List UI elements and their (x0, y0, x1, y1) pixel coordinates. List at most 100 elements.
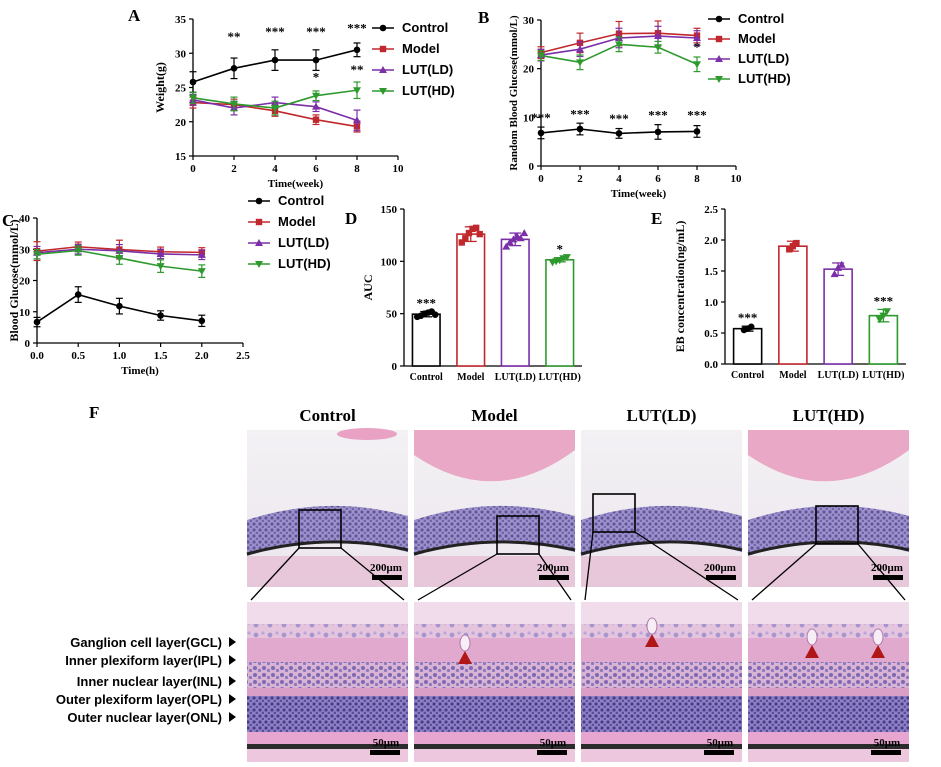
legend-label: LUT(HD) (402, 83, 455, 98)
significance-mark: ** (351, 62, 364, 77)
retina-layer-labels: Ganglion cell layer(GCL) Inner plexiform … (56, 635, 236, 725)
significance-mark: *** (265, 24, 285, 39)
x-tick-label: 2.0 (195, 350, 209, 362)
y-axis-label: Blood Glucose(mmol/L) (7, 219, 21, 341)
scale-bar (704, 750, 734, 755)
column-title: Model (471, 406, 518, 425)
significance-mark: * (694, 40, 701, 55)
data-point (654, 32, 662, 40)
bar (868, 314, 899, 365)
x-tick-label: 1.5 (154, 350, 168, 362)
y-axis-label: Weight(g) (153, 62, 167, 113)
scale-label: 50μm (540, 737, 566, 749)
scale-label: 50μm (707, 737, 733, 749)
y-tick-label: 20 (523, 64, 535, 76)
significance-mark: *** (609, 111, 629, 126)
y-axis-label: AUC (361, 275, 375, 301)
x-tick-label: LUT(LD) (495, 372, 536, 383)
x-tick-label: Model (457, 372, 484, 383)
y-tick-label: 0.0 (704, 359, 718, 371)
bar (456, 233, 486, 367)
y-tick-label: 150 (381, 204, 398, 216)
legend-label: LUT(LD) (278, 235, 329, 250)
y-tick-label: 20 (175, 117, 187, 129)
layer-label: Outer plexiform layer(OPL) (56, 692, 222, 707)
legend-label: LUT(LD) (738, 51, 789, 66)
x-axis-label: Time(week) (268, 178, 324, 190)
pigment-layer (747, 540, 910, 556)
vacuole (646, 617, 658, 635)
bar (500, 238, 530, 367)
data-point (33, 318, 41, 326)
zoom-connector (250, 547, 300, 601)
significance-mark: * (313, 69, 320, 84)
pigment-layer (580, 540, 743, 556)
y-tick-label: 30 (175, 48, 187, 60)
retina-highmag-image: 50μm (581, 602, 742, 762)
data-point (469, 225, 476, 233)
y-tick-label: 50 (386, 309, 398, 321)
pigment-epithelium (247, 744, 408, 749)
photoreceptor-layer (581, 732, 742, 744)
x-tick-label: 2 (231, 163, 237, 175)
x-tick-label: 6 (313, 163, 319, 175)
data-point (271, 56, 279, 64)
pigment-epithelium (414, 744, 575, 749)
data-point (157, 312, 164, 319)
significance-mark: *** (648, 107, 668, 122)
layer-label: Outer nuclear layer(ONL) (67, 710, 222, 725)
data-point (502, 242, 511, 250)
red-arrowhead-icon (458, 651, 472, 664)
histology-images: Control 200μm 50μm Model 200μm 50μm LUT(LD) 200… (246, 406, 910, 762)
data-point (271, 105, 279, 113)
vacuole (459, 634, 471, 652)
data-point (576, 59, 584, 67)
pointer-triangle-icon (229, 712, 236, 722)
data-point (693, 34, 701, 42)
pigment-epithelium (748, 744, 909, 749)
chart-blood-glucose-ogtt: 0.0 0.5 1.0 1.5 2.0 2.5 0 10 20 30 40 Time(h) Blood … (2, 193, 331, 377)
red-arrowhead-icon (805, 645, 819, 658)
data-point (353, 46, 361, 54)
x-tick-label: 2 (577, 173, 583, 185)
significance-mark: *** (687, 107, 707, 122)
data-point (537, 129, 545, 137)
photoreceptor-layer (748, 732, 909, 744)
y-tick-label: 2.5 (704, 204, 718, 216)
x-tick-label: Model (779, 370, 806, 381)
data-point (33, 251, 41, 259)
vacuole (806, 628, 818, 646)
legend-marker (715, 55, 723, 62)
choroid-tissue (581, 749, 742, 762)
legend-label: Control (278, 193, 324, 208)
data-point (312, 116, 320, 123)
x-tick-label: 4 (272, 163, 278, 175)
panel-label: A (128, 6, 141, 25)
inner-nuclear-layer (414, 662, 575, 688)
x-tick-label: Control (410, 372, 443, 383)
zoom-connector (340, 547, 405, 601)
choroid-tissue (414, 749, 575, 762)
inner-nuclear-layer (581, 662, 742, 688)
y-tick-label: 25 (175, 83, 187, 95)
panel-label: D (345, 209, 357, 228)
y-tick-label: 0 (392, 361, 398, 373)
data-point (465, 229, 473, 237)
data-point (74, 247, 83, 255)
pigment-layer (246, 540, 409, 556)
scale-bar (372, 575, 402, 580)
data-point (156, 249, 165, 257)
x-tick-label: 0 (190, 163, 196, 175)
y-tick-label: 10 (19, 307, 31, 319)
x-axis-label: Time(h) (121, 365, 159, 377)
significance-mark: *** (347, 21, 367, 36)
data-point (230, 65, 238, 72)
data-point (693, 61, 701, 69)
panel-label: B (478, 8, 489, 27)
inner-nuclear-layer (748, 662, 909, 688)
data-point (230, 100, 238, 108)
legend-label: Model (278, 214, 316, 229)
x-tick-label: 1.0 (113, 350, 127, 362)
y-tick-label: 1.0 (704, 297, 718, 309)
